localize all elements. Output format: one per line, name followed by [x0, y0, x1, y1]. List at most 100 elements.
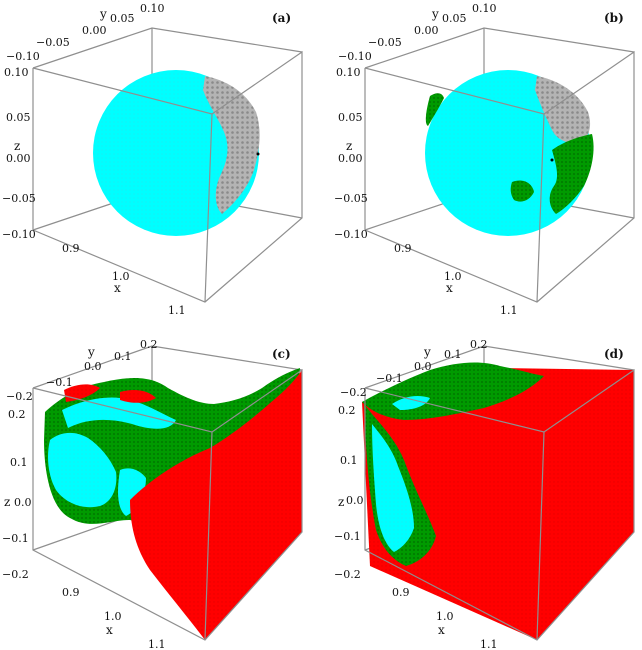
- panel-b-xtick-2: 1.1: [500, 304, 518, 317]
- panel-a-ytick-0: −0.10: [6, 50, 40, 63]
- panel-c-ztick-3: −0.1: [2, 532, 29, 545]
- panel-b-ztick-2: 0.00: [338, 152, 363, 165]
- panel-d-xtick-1: 1.0: [436, 610, 454, 623]
- panel-c-zlabel: z: [4, 495, 10, 509]
- panel-d-ztick-1: 0.1: [340, 454, 358, 467]
- panel-a-ztick-1: 0.05: [6, 111, 31, 124]
- panel-b-patch-green-right: [549, 134, 594, 214]
- panel-b-ytick-3: 0.05: [442, 12, 467, 25]
- panel-c-ytick-1: −0.1: [46, 376, 73, 389]
- panel-b-patch-gray: [535, 76, 591, 143]
- panel-b-box-front: [364, 50, 635, 303]
- panel-a-box-front: [32, 50, 303, 303]
- panel-c-region-red: [130, 370, 302, 640]
- panel-b-data: [425, 70, 594, 236]
- panel-a-xlabel: x: [114, 281, 121, 295]
- panel-a-ztick-3: −0.05: [2, 192, 36, 205]
- panel-b-ytick-1: −0.05: [368, 36, 402, 49]
- panel-a-ytick-1: −0.05: [36, 36, 70, 49]
- panel-a-dot: [256, 152, 260, 156]
- panel-b-patch-green-center: [510, 180, 534, 202]
- panel-a-z-ticks: 0.10 0.05 0.00 −0.05 −0.10 z: [2, 66, 36, 241]
- panel-d-region-cyan-left: [372, 424, 414, 552]
- panel-d-data: [362, 362, 634, 640]
- panel-a-zlabel: z: [14, 139, 20, 153]
- panel-d-label: (d): [604, 347, 624, 361]
- panel-d-zlabel: z: [338, 495, 344, 509]
- panel-c-label: (c): [272, 347, 291, 361]
- panel-b-ytick-4: 0.10: [472, 2, 497, 15]
- panel-b-ylabel: y: [431, 7, 439, 21]
- panel-d-ztick-0: 0.2: [338, 404, 356, 417]
- panel-d-box-front: [364, 368, 635, 641]
- panel-d-region-red: [362, 368, 634, 640]
- panel-d-xtick-2: 1.1: [480, 638, 498, 650]
- panel-c-region-cyan-mid: [118, 468, 146, 516]
- panel-a-xtick-2: 1.1: [168, 304, 186, 317]
- panel-d-ytick-4: 0.2: [470, 338, 488, 351]
- panel-a-xtick-0: 0.9: [62, 242, 80, 255]
- panel-c-ytick-4: 0.2: [140, 338, 158, 351]
- panel-a-xtick-1: 1.0: [112, 270, 130, 283]
- panel-c-region-cyan-top: [62, 397, 176, 429]
- panel-d-ytick-3: 0.1: [444, 348, 462, 361]
- panel-c-y-ticks: −0.2 −0.1 0.0 0.1 0.2 y: [6, 338, 158, 403]
- panel-c-xtick-0: 0.9: [62, 586, 80, 599]
- panel-b-ytick-2: 0.00: [414, 24, 439, 37]
- panel-c-xtick-1: 1.0: [104, 610, 122, 623]
- panel-c-ztick-1: 0.1: [10, 456, 28, 469]
- panel-c-z-ticks: 0.2 0.1 0.0 −0.1 −0.2 z: [2, 408, 32, 581]
- panel-d-xtick-0: 0.9: [392, 586, 410, 599]
- panel-c-region-red-streak: [120, 390, 156, 403]
- panel-b-ztick-1: 0.05: [338, 111, 363, 124]
- panel-d-ytick-1: −0.1: [376, 372, 403, 385]
- panel-a-ztick-2: 0.00: [6, 152, 31, 165]
- panel-c-xlabel: x: [106, 623, 113, 637]
- panel-b-ztick-3: −0.05: [334, 192, 368, 205]
- panel-d-ytick-0: −0.2: [340, 386, 367, 399]
- panel-c-ztick-0: 0.2: [8, 408, 26, 421]
- panel-d-y-ticks: −0.2 −0.1 0.0 0.1 0.2 y: [340, 338, 488, 399]
- panel-c-box-front: [32, 368, 303, 641]
- panel-d-ztick-4: −0.2: [334, 568, 361, 581]
- panel-d-ztick-3: −0.1: [334, 530, 361, 543]
- panel-b-ytick-0: −0.10: [338, 50, 372, 63]
- panel-a: (a) −0.10 −0.05 0.00 0.05 0.10 y 0.10 0.…: [2, 2, 303, 317]
- panel-a-ytick-4: 0.10: [140, 2, 165, 15]
- panel-b-dot: [550, 158, 554, 162]
- panel-b-zlabel: z: [346, 139, 352, 153]
- panel-d-xlabel: x: [438, 623, 445, 637]
- panel-d-x-ticks: 0.9 1.0 1.1 x: [392, 586, 498, 650]
- panel-a-ytick-2: 0.00: [82, 24, 107, 37]
- panel-b-x-ticks: 0.9 1.0 1.1 x: [394, 242, 518, 317]
- panel-a-ztick-0: 0.10: [4, 66, 29, 79]
- panel-b-patch-green-left: [425, 93, 444, 126]
- panel-d-ylabel: y: [423, 345, 431, 359]
- panel-d: (d) −0.2 −0.1 0.0 0.1 0.2 y 0.2 0.1 0.0 …: [334, 338, 635, 650]
- panel-c-ytick-2: 0.0: [84, 360, 102, 373]
- panel-c-ytick-3: 0.1: [114, 350, 132, 363]
- panel-c-xtick-2: 1.1: [148, 638, 166, 650]
- panel-a-x-ticks: 0.9 1.0 1.1 x: [62, 242, 186, 317]
- panel-b-xtick-0: 0.9: [394, 242, 412, 255]
- panel-b: (b) −0.10 −0.05 0.00 0.05 0.10 y 0.10 0.…: [334, 2, 635, 317]
- panel-b-ztick-4: −0.10: [334, 228, 368, 241]
- panel-a-ytick-3: 0.05: [110, 12, 135, 25]
- panel-a-ylabel: y: [99, 7, 107, 21]
- panel-d-ytick-2: 0.0: [414, 360, 432, 373]
- panel-c-x-ticks: 0.9 1.0 1.1 x: [62, 586, 166, 650]
- panel-b-y-ticks: −0.10 −0.05 0.00 0.05 0.10 y: [338, 2, 497, 63]
- panel-c-ztick-2: 0.0: [14, 496, 32, 509]
- panel-a-y-ticks: −0.10 −0.05 0.00 0.05 0.10 y: [6, 2, 165, 63]
- panel-b-xlabel: x: [446, 281, 453, 295]
- panel-a-ztick-4: −0.10: [2, 228, 36, 241]
- panel-c-ylabel: y: [87, 345, 95, 359]
- panel-d-z-ticks: 0.2 0.1 0.0 −0.1 −0.2 z: [334, 404, 364, 581]
- panel-c-ztick-4: −0.2: [2, 568, 29, 581]
- panel-c-ytick-0: −0.2: [6, 390, 33, 403]
- panel-b-ztick-0: 0.10: [336, 66, 361, 79]
- panel-b-xtick-1: 1.0: [444, 270, 462, 283]
- panel-d-ztick-2: 0.0: [346, 494, 364, 507]
- panel-a-label: (a): [272, 11, 291, 25]
